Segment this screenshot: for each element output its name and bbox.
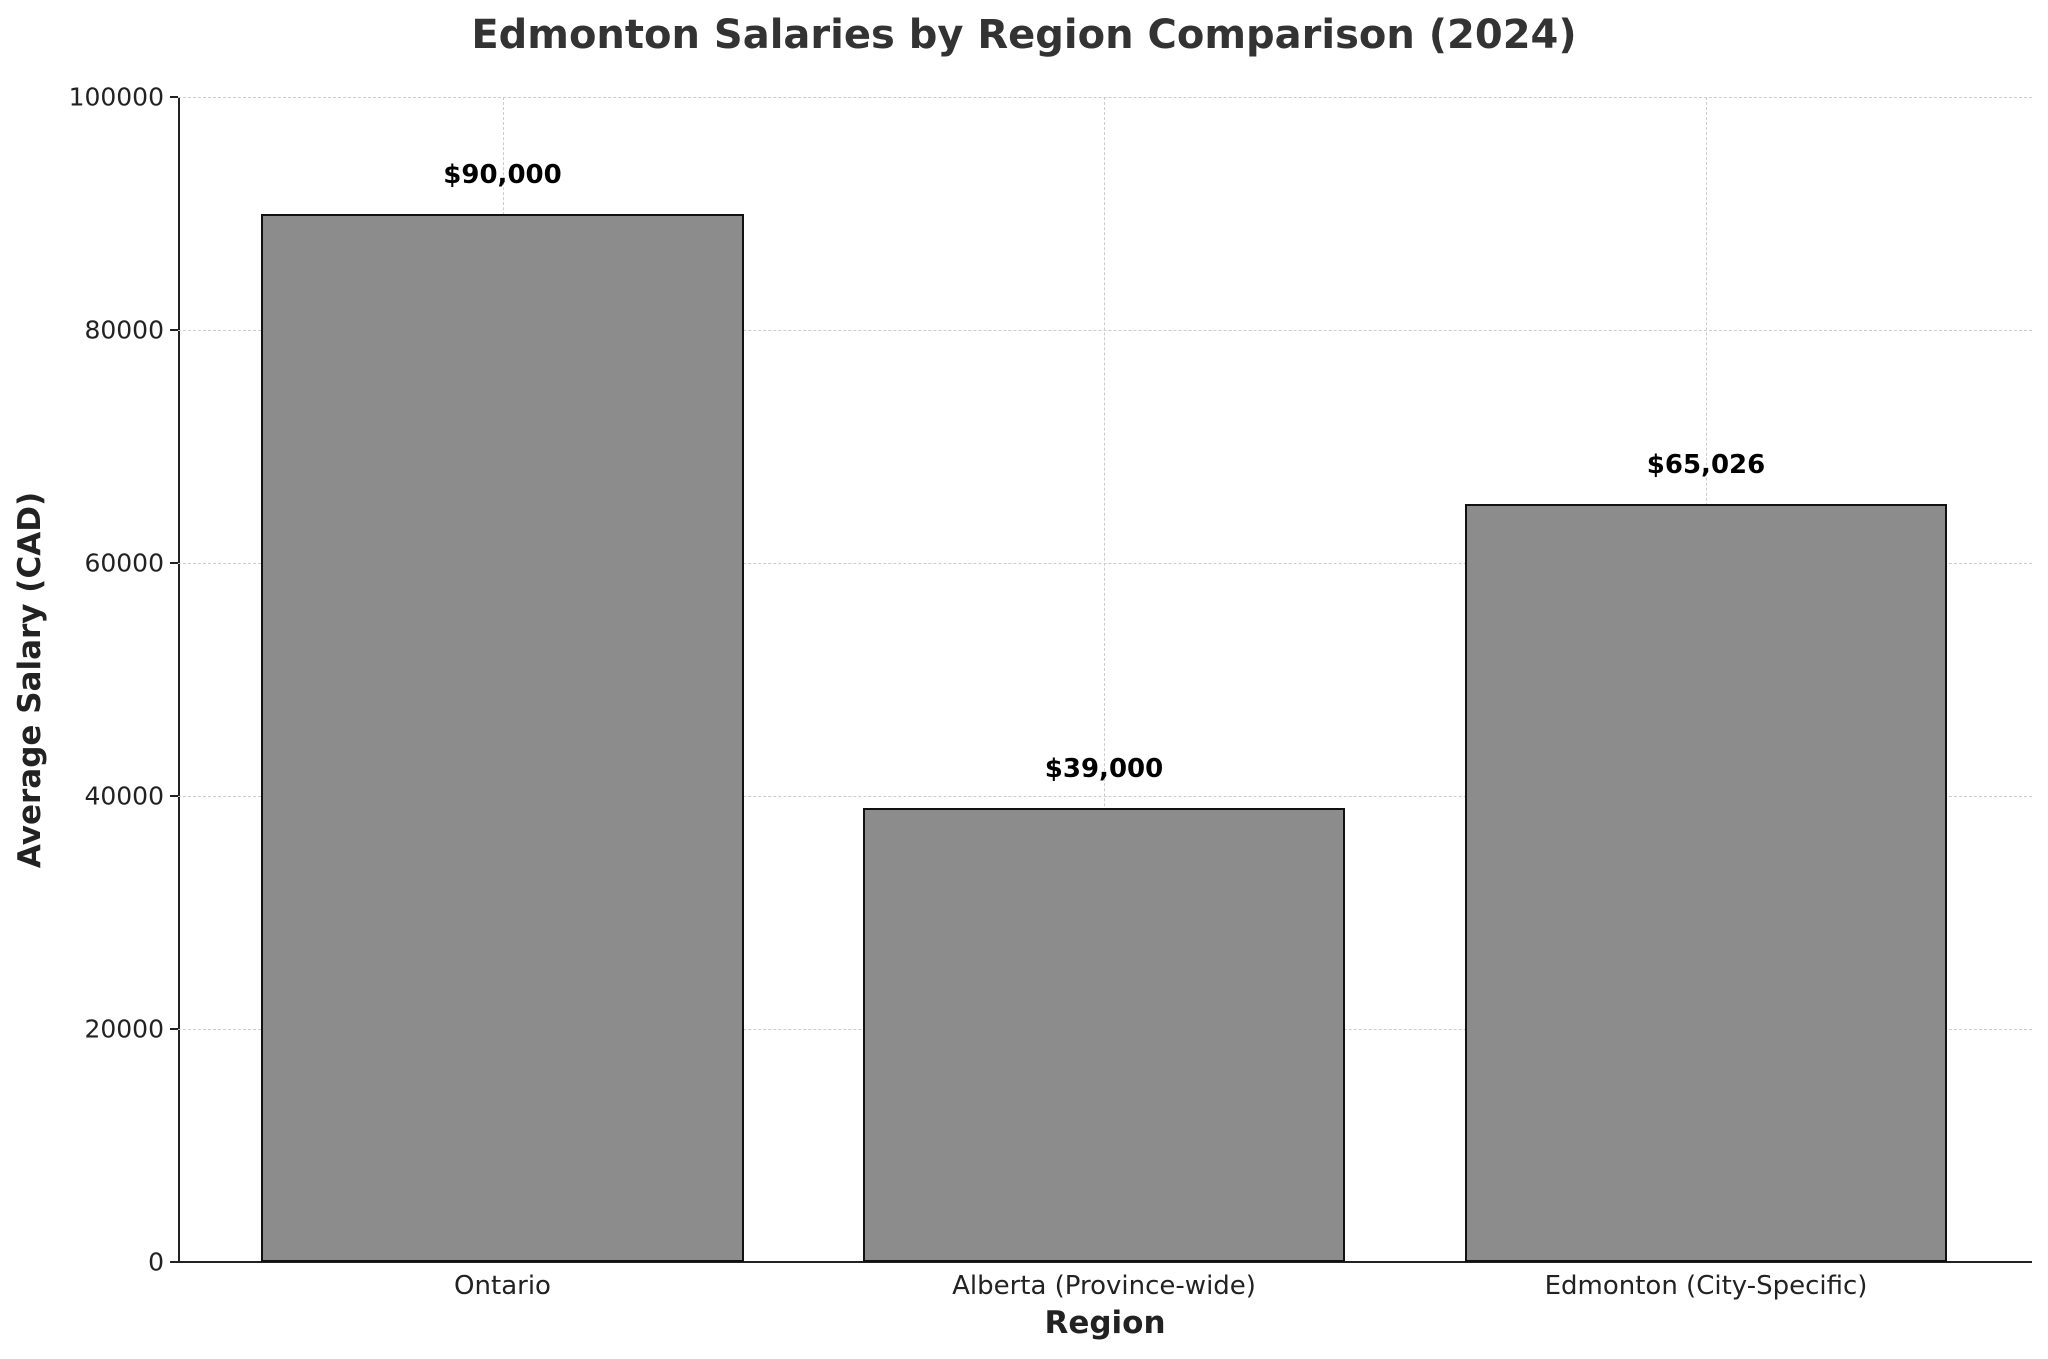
h-gridline [178, 563, 2032, 564]
plot-area: $90,000 $39,000 $65,026 [170, 96, 2032, 1263]
bar-value-label: $39,000 [1044, 753, 1164, 784]
y-tick-mark [170, 1028, 178, 1030]
h-gridline [178, 97, 2032, 98]
x-tick-label: Alberta (Province-wide) [952, 1271, 1256, 1301]
y-tick-mark [170, 795, 178, 797]
y-tick-label: 100000 [68, 82, 164, 112]
y-tick-mark [170, 562, 178, 564]
bar-edmonton-city-specific [1465, 504, 1947, 1262]
bar-ontario [261, 213, 744, 1262]
y-tick-mark [170, 96, 178, 98]
y-tick-label: 40000 [84, 781, 164, 811]
y-tick-label: 80000 [84, 315, 164, 345]
y-tick-mark [170, 1261, 178, 1263]
y-tick-label: 60000 [84, 548, 164, 578]
x-axis-line [178, 1261, 2032, 1263]
bar-alberta-province-wide [863, 807, 1345, 1262]
y-axis-line [178, 97, 180, 1262]
h-gridline [178, 330, 2032, 331]
y-tick-mark [170, 329, 178, 331]
v-gridline [1104, 97, 1105, 1262]
h-gridline [178, 796, 2032, 797]
x-tick-label: Edmonton (City-Specific) [1544, 1271, 1868, 1301]
x-axis-label: Region [1044, 1305, 1166, 1341]
chart-title: Edmonton Salaries by Region Comparison (… [471, 12, 1577, 58]
y-tick-label: 20000 [84, 1014, 164, 1044]
y-tick-label: 0 [148, 1247, 164, 1277]
bar-value-label: $90,000 [443, 159, 562, 190]
y-axis-label: Average Salary (CAD) [12, 491, 48, 869]
x-tick-label: Ontario [454, 1271, 551, 1301]
bar-value-label: $65,026 [1646, 450, 1766, 481]
